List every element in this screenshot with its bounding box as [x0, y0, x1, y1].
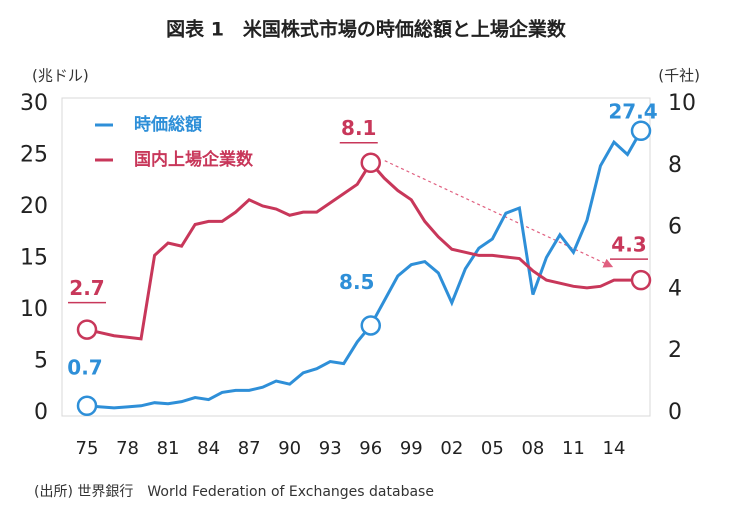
data-label: 4.3 [611, 233, 646, 257]
point-marker [360, 315, 382, 336]
x-tick-label: 99 [400, 438, 423, 459]
x-tick-label: 08 [521, 438, 544, 459]
plot-frame [61, 97, 651, 417]
x-tick-label: 84 [197, 438, 220, 459]
x-tick-label: 96 [359, 438, 382, 459]
x-tick-label: 05 [481, 438, 504, 459]
y-tick-label: 20 [20, 194, 48, 219]
x-tick-label: 78 [116, 438, 139, 459]
x-tick-label: 81 [157, 438, 180, 459]
x-tick-label: 90 [278, 438, 301, 459]
series-line [86, 160, 641, 341]
point-marker [630, 120, 652, 142]
y2-tick-label: 2 [668, 338, 682, 363]
data-label: 27.4 [608, 99, 657, 123]
x-tick-label: 14 [603, 438, 626, 459]
y2-axis-label: (千社) [658, 67, 700, 85]
y-axis-label: (兆ドル) [32, 67, 89, 85]
y-tick-label: 0 [34, 400, 48, 425]
legend-label: 時価総額 [134, 114, 202, 135]
y-tick-label: 5 [34, 349, 48, 374]
y2-tick-label: 0 [668, 400, 682, 425]
x-tick-label: 75 [76, 438, 99, 459]
data-label: 8.5 [339, 270, 374, 294]
x-tick-label: 93 [319, 438, 342, 459]
x-tick-label: 02 [440, 438, 463, 459]
data-label: 8.1 [341, 116, 376, 140]
data-label: 2.7 [69, 276, 104, 300]
point-marker [76, 395, 98, 417]
x-tick-label: 87 [238, 438, 261, 459]
y2-tick-label: 6 [668, 215, 682, 240]
y-tick-label: 10 [20, 297, 48, 322]
point-marker [630, 269, 652, 291]
x-tick-label: 11 [562, 438, 585, 459]
y2-tick-label: 4 [668, 276, 682, 301]
y-tick-label: 15 [20, 246, 48, 271]
y2-tick-label: 10 [668, 91, 696, 116]
y-tick-label: 30 [20, 91, 48, 116]
chart-title: 図表 1 米国株式市場の時価総額と上場企業数 [166, 18, 567, 41]
source-note: (出所) 世界銀行 World Federation of Exchanges … [34, 484, 434, 500]
point-marker [360, 152, 382, 173]
y2-tick-label: 8 [668, 153, 682, 178]
data-label: 0.7 [67, 355, 102, 379]
legend-label: 国内上場企業数 [134, 149, 254, 170]
y-tick-label: 25 [20, 143, 48, 168]
series-line [86, 130, 643, 410]
point-marker [76, 319, 98, 340]
